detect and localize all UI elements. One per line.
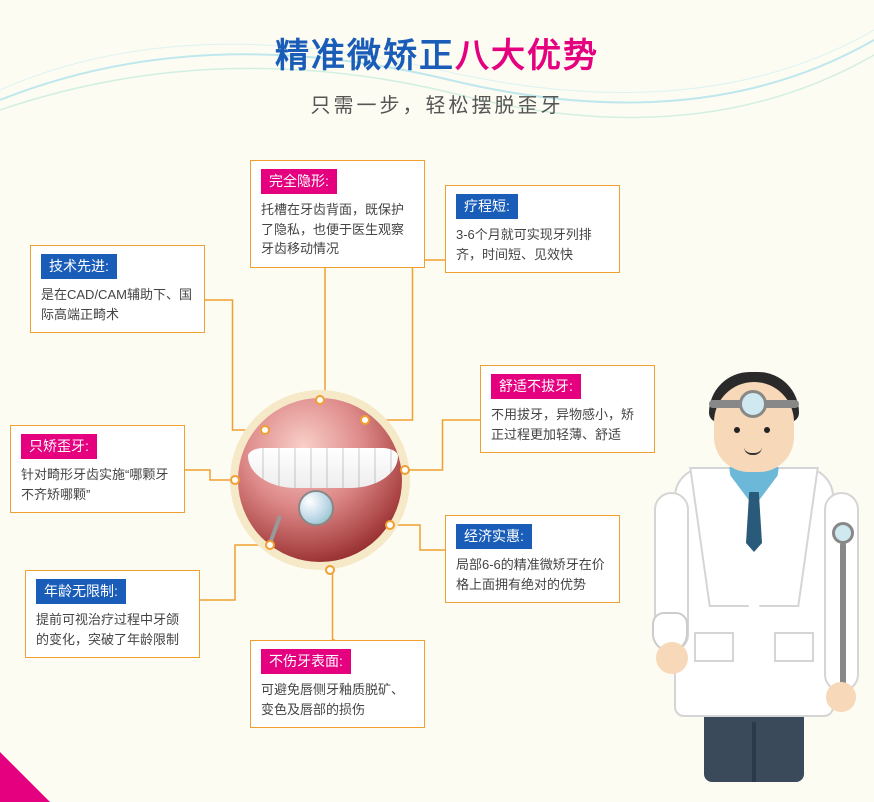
advantage-text: 局部6-6的精准微矫牙在价格上面拥有绝对的优势: [456, 555, 609, 594]
dental-tool-handle: [840, 542, 846, 702]
advantage-box-7: 年龄无限制: 提前可视治疗过程中牙颌的变化，突破了年龄限制: [25, 570, 200, 658]
advantage-text: 提前可视治疗过程中牙颌的变化，突破了年龄限制: [36, 610, 189, 649]
connector-dot: [265, 540, 275, 550]
eye-right: [764, 427, 770, 433]
connector-dot: [400, 465, 410, 475]
advantage-text: 不用拔牙，异物感小，矫正过程更加轻薄、舒适: [491, 405, 644, 444]
connector-dot: [360, 415, 370, 425]
advantage-text: 可避免唇侧牙釉质脱矿、变色及唇部的损伤: [261, 680, 414, 719]
doctor-right-hand: [826, 682, 856, 712]
subtitle: 只需一步，轻松摆脱歪牙: [0, 89, 874, 118]
advantage-box-4: 舒适不拔牙: 不用拔牙，异物感小，矫正过程更加轻薄、舒适: [480, 365, 655, 453]
advantage-tag: 完全隐形:: [261, 169, 337, 194]
connector-dot: [315, 395, 325, 405]
advantage-tag: 舒适不拔牙:: [491, 374, 581, 399]
corner-accent: [0, 752, 50, 802]
connector-dot: [325, 565, 335, 575]
doctor-left-hand: [656, 642, 688, 674]
advantage-tag: 疗程短:: [456, 194, 518, 219]
advantage-box-6: 经济实惠: 局部6-6的精准微矫牙在价格上面拥有绝对的优势: [445, 515, 620, 603]
advantage-tag: 只矫歪牙:: [21, 434, 97, 459]
dental-tool-mirror-icon: [832, 522, 854, 544]
advantage-box-2: 疗程短: 3-6个月就可实现牙列排齐，时间短、见效快: [445, 185, 620, 273]
title-blue: 精准微矫正: [275, 37, 455, 75]
advantage-text: 3-6个月就可实现牙列排齐，时间短、见效快: [456, 225, 609, 264]
doctor-legs: [704, 712, 804, 782]
coat-pocket-right: [774, 632, 814, 662]
connector-dot: [385, 520, 395, 530]
connector-dot: [260, 425, 270, 435]
page-title: 精准微矫正八大优势: [0, 28, 874, 77]
advantage-text: 针对畸形牙齿实施“哪颗牙不齐矫哪颗”: [21, 465, 174, 504]
title-red: 八大优势: [455, 37, 599, 75]
diagram-area: 完全隐形: 托槽在牙齿背面，既保护了隐私，也便于医生观察牙齿移动情况 疗程短: 3-6…: [0, 130, 680, 790]
advantage-box-5: 只矫歪牙: 针对畸形牙齿实施“哪颗牙不齐矫哪颗”: [10, 425, 185, 513]
teeth-illustration: [248, 448, 398, 488]
dental-mirror-icon: [298, 490, 334, 526]
center-mouth-image: [230, 390, 410, 570]
advantage-tag: 经济实惠:: [456, 524, 532, 549]
doctor-illustration: [644, 352, 864, 792]
connector-dot: [230, 475, 240, 485]
advantage-box-8: 不伤牙表面: 可避免唇侧牙釉质脱矿、变色及唇部的损伤: [250, 640, 425, 728]
advantage-text: 托槽在牙齿背面，既保护了隐私，也便于医生观察牙齿移动情况: [261, 200, 414, 259]
advantage-tag: 年龄无限制:: [36, 579, 126, 604]
advantage-tag: 不伤牙表面:: [261, 649, 351, 674]
coat-pocket-left: [694, 632, 734, 662]
advantage-box-3: 技术先进: 是在CAD/CAM辅助下、国际高端正畸术: [30, 245, 205, 333]
head-mirror-icon: [739, 390, 767, 418]
advantage-text: 是在CAD/CAM辅助下、国际高端正畸术: [41, 285, 194, 324]
advantage-tag: 技术先进:: [41, 254, 117, 279]
eye-left: [734, 427, 740, 433]
header: 精准微矫正八大优势 只需一步，轻松摆脱歪牙: [0, 0, 874, 118]
advantage-box-1: 完全隐形: 托槽在牙齿背面，既保护了隐私，也便于医生观察牙齿移动情况: [250, 160, 425, 268]
